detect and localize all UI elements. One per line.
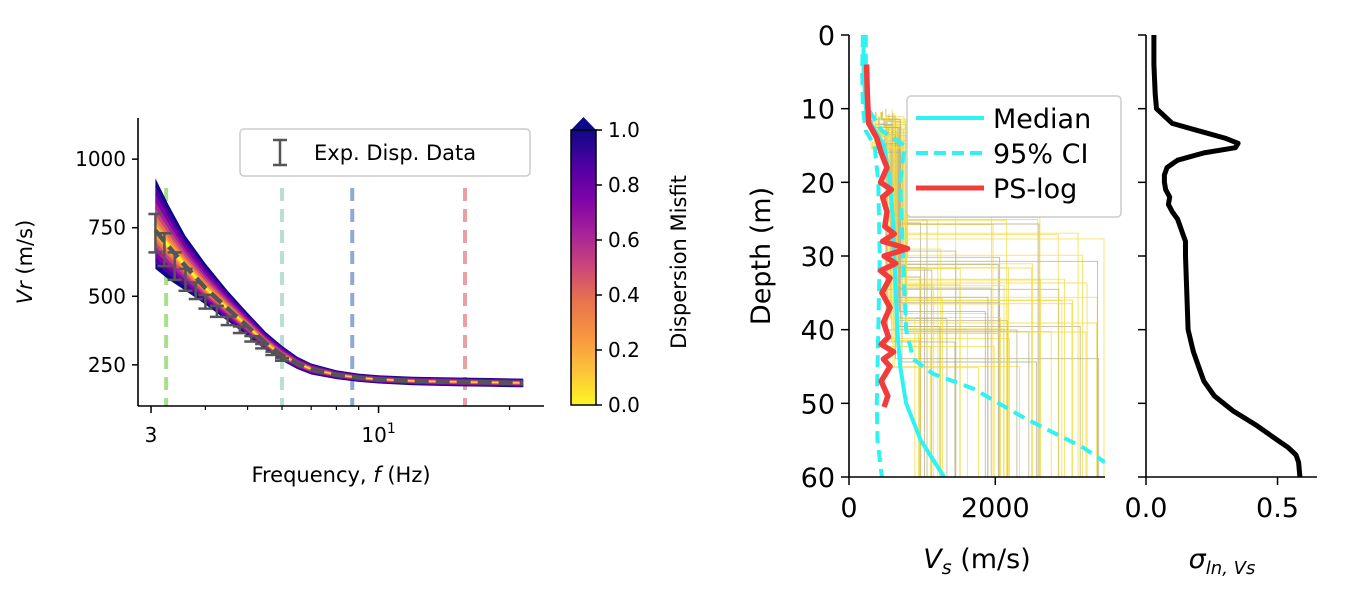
colorbar-ticks: 0.0 0.2 0.4 0.6 0.8 1.0 [596, 118, 640, 417]
sigma-xlabel: σln, Vs [1189, 544, 1256, 579]
ensemble-profile [885, 113, 968, 477]
exp-errorbar [148, 212, 163, 254]
colorbar-tick-label: 0.0 [608, 393, 640, 417]
exp-errorbar [188, 281, 203, 301]
x-tick-label: 0.0 [1125, 493, 1168, 524]
ensemble-profile [870, 140, 1105, 477]
colorbar-tick-label: 0.6 [608, 228, 640, 252]
dispersion-xlabel: Frequency, f (Hz) [251, 463, 430, 487]
exp-errorbar [178, 267, 193, 293]
vs-profile-lines [860, 35, 1105, 477]
colorbar-label: Dispersion Misfit [667, 175, 691, 349]
y-tick-label: 10 [801, 95, 835, 126]
sigma-ticks: 0.0 0.5 [1125, 34, 1299, 524]
exp-errorbar [255, 342, 270, 350]
dispersion-legend: Exp. Disp. Data [239, 128, 531, 177]
y-tick-label: 60 [801, 463, 835, 494]
x-tick-label: 0.5 [1256, 493, 1299, 524]
frequency-markers [164, 188, 468, 406]
colorbar-gradient [571, 130, 596, 405]
dispersion-ylabel: Vr (m/s) [13, 220, 37, 305]
sigma-line [1151, 35, 1303, 478]
colorbar-tick-label: 0.8 [608, 173, 640, 197]
vs-legend: Median 95% CI PS-log [906, 95, 1122, 218]
exp-errorbar [265, 350, 280, 357]
exp-errorbar [220, 315, 235, 327]
experimental-data [148, 212, 290, 362]
exp-errorbar [157, 231, 172, 268]
ps-log-line [863, 64, 911, 408]
y-tick-label: 50 [801, 389, 835, 420]
dispersion-ticks: 250 500 750 1000 3 101 [75, 147, 511, 447]
y-tick-label: 30 [801, 242, 835, 273]
x-tick-label: 101 [361, 421, 395, 447]
sigma-panel: 0.0 0.5 σln, Vs [1125, 34, 1317, 579]
colorbar: 0.0 0.2 0.4 0.6 0.8 1.0 Dispersion Misfit [570, 117, 691, 417]
exp-errorbar [198, 293, 213, 310]
x-tick-label: 2000 [961, 493, 1030, 524]
ci-lower-line [860, 35, 884, 477]
exp-errorbar [167, 251, 182, 282]
y-tick-label: 500 [88, 284, 126, 308]
colorbar-tick-label: 0.2 [608, 338, 640, 362]
x-tick-label: 3 [145, 423, 158, 447]
dispersion-panel: 250 500 750 1000 3 101 Frequency, f (Hz) Vr (… [13, 117, 691, 487]
y-tick-label: 0 [818, 21, 835, 52]
exp-errorbar [275, 356, 290, 362]
legend-label-exp-disp: Exp. Disp. Data [314, 141, 476, 165]
y-tick-label: 750 [88, 216, 126, 240]
mean-dispersion-curve [153, 229, 524, 386]
ensemble-profile [892, 142, 932, 477]
colorbar-tick-label: 1.0 [608, 118, 640, 142]
legend-label-median: Median [993, 104, 1091, 135]
y-tick-label: 40 [801, 316, 835, 347]
ensemble-profile [883, 120, 957, 477]
x-tick-label: 0 [840, 493, 857, 524]
legend-label-pslog: PS-log [993, 174, 1077, 205]
exp-errorbar [232, 325, 247, 335]
colorbar-tick-label: 0.4 [608, 283, 640, 307]
legend-errorbar-symbol [273, 138, 287, 167]
mean-curve [153, 229, 524, 386]
exp-errorbar [244, 334, 259, 343]
sigma-curve [1151, 35, 1303, 478]
colorbar-extend-arrow [571, 117, 596, 130]
y-tick-label: 20 [801, 168, 835, 199]
ensemble-band [155, 178, 524, 388]
vs-xlabel: Vs (m/s) [923, 544, 1031, 579]
y-tick-label: 1000 [75, 147, 126, 171]
y-tick-label: 250 [88, 353, 126, 377]
legend-label-ci: 95% CI [993, 139, 1088, 170]
vs-ylabel: Depth (m) [746, 187, 777, 325]
